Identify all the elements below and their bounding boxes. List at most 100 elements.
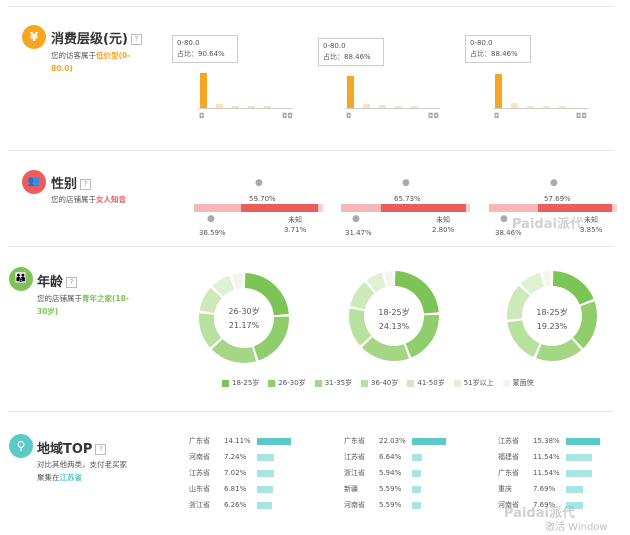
region-pct: 5.59% <box>379 485 402 493</box>
region-row: 山东省 6.81% <box>189 484 299 495</box>
region-bar <box>257 454 274 461</box>
section-divider <box>8 150 614 151</box>
region-pct: 6.81% <box>224 485 247 493</box>
family-icon: 👪 <box>9 267 33 291</box>
donut-segment[interactable] <box>211 338 257 363</box>
spending-range: 0-80.0 <box>177 39 200 47</box>
region-bar <box>257 502 272 509</box>
spending-bar <box>232 106 239 108</box>
spending-bar <box>264 106 271 108</box>
donut-segment[interactable] <box>520 272 545 295</box>
spending-bar <box>527 106 534 108</box>
donut-segment[interactable] <box>231 273 244 290</box>
female-bar <box>538 204 612 212</box>
female-pct: 59.70% <box>249 195 276 203</box>
donut-segment[interactable] <box>572 301 597 349</box>
donut-segment[interactable] <box>366 272 386 293</box>
donut-segment[interactable] <box>199 287 222 314</box>
region-bar <box>566 438 600 445</box>
region-bar <box>412 486 421 493</box>
donut-segment[interactable] <box>507 320 540 358</box>
legend-swatch <box>502 379 510 387</box>
male-pct: 36.59% <box>199 229 226 237</box>
help-icon[interactable]: ? <box>130 34 142 45</box>
region-bar <box>412 502 421 509</box>
age-donut-segments <box>199 273 289 363</box>
yen-icon: ¥ <box>22 25 46 49</box>
donut-segment[interactable] <box>349 308 372 346</box>
region-bar <box>257 470 274 477</box>
legend-label: 51岁以上 <box>463 379 494 387</box>
region-title: 地域TOP? <box>37 438 107 457</box>
legend-item[interactable]: 18-25岁 <box>222 378 259 388</box>
region-row: 广东省 11.54% <box>498 468 608 479</box>
legend-swatch <box>453 379 461 387</box>
region-name: 福建省 <box>498 453 519 461</box>
region-pct: 22.03% <box>379 437 406 445</box>
section-divider <box>8 246 614 247</box>
legend-label: 41-50岁 <box>417 379 445 387</box>
location-pin-icon: ⚲ <box>9 434 33 458</box>
unknown-pct: 3.71% <box>284 226 307 234</box>
help-icon[interactable]: ? <box>80 179 92 190</box>
legend-swatch <box>314 379 322 387</box>
age-donut-3-label: 18-25岁 19.23% <box>522 306 582 334</box>
donut-segment[interactable] <box>253 316 289 361</box>
donut-segment[interactable] <box>199 313 222 348</box>
help-icon[interactable]: ? <box>95 444 107 455</box>
donut-segment[interactable] <box>536 338 582 361</box>
region-pct: 11.54% <box>533 469 560 477</box>
spending-bar <box>216 104 223 108</box>
spending-bar <box>363 104 370 108</box>
legend-item[interactable]: 36-40岁 <box>361 378 398 388</box>
donut-segment[interactable] <box>507 285 530 320</box>
legend-item[interactable]: 51岁以上 <box>453 378 494 388</box>
donut-segment[interactable] <box>212 275 235 297</box>
donut-age-pct: 21.17% <box>228 321 260 330</box>
donut-segment[interactable] <box>244 273 289 316</box>
male-bar <box>341 204 381 212</box>
region-title-text: 地域TOP <box>37 442 93 457</box>
spending-bar <box>411 106 418 108</box>
legend-item[interactable]: 41-50岁 <box>407 378 445 388</box>
coin-stack-icon: ◘ <box>494 112 500 120</box>
region-bar <box>257 486 273 493</box>
gender-desc-prefix: 您的店铺属于 <box>51 195 96 204</box>
spending-bar <box>511 103 518 108</box>
region-desc-highlight: 江苏省 <box>59 473 83 482</box>
legend-item[interactable]: 蒙面侠 <box>502 378 534 388</box>
spending-title-text: 消费层级(元) <box>51 32 128 47</box>
gender-title-text: 性别 <box>51 177 78 192</box>
region-name: 河南省 <box>189 453 210 461</box>
unknown-label: 未知 <box>436 216 450 224</box>
top-divider <box>8 6 614 7</box>
region-row: 江苏省 7.02% <box>189 468 299 479</box>
unknown-label: 未知 <box>288 216 302 224</box>
region-name: 新疆 <box>344 485 358 493</box>
spending-bar <box>347 76 354 108</box>
region-pct: 5.59% <box>379 501 402 509</box>
unknown-bar <box>612 204 617 212</box>
legend-label: 31-35岁 <box>324 379 353 387</box>
male-pct: 38.46% <box>495 229 522 237</box>
age-desc-highlight: 青年之家(18-30岁) <box>37 294 129 316</box>
donut-segment[interactable] <box>552 271 594 305</box>
age-legend: 18-25岁 26-30岁 31-35岁 36-40岁 41-50岁 51岁以上… <box>222 378 534 388</box>
region-name: 浙江省 <box>189 501 210 509</box>
region-row: 河南省 5.59% <box>344 500 454 511</box>
legend-item[interactable]: 31-35岁 <box>314 378 353 388</box>
region-name: 重庆 <box>498 485 512 493</box>
donut-segment[interactable] <box>542 271 552 287</box>
legend-swatch <box>407 379 415 387</box>
age-donut-2-label: 18-25岁 24.13% <box>364 306 424 334</box>
region-row: 新疆 5.59% <box>344 484 454 495</box>
age-donut-1-label: 26-30岁 21.17% <box>214 305 274 333</box>
donut-segment[interactable] <box>405 314 439 358</box>
donut-segment[interactable] <box>384 271 394 287</box>
donut-segment[interactable] <box>350 281 375 310</box>
donut-segment[interactable] <box>394 271 439 314</box>
help-icon[interactable]: ? <box>66 277 78 288</box>
legend-item[interactable]: 26-30岁 <box>268 378 306 388</box>
gender-desc-highlight: 女人知音 <box>96 195 126 204</box>
donut-segment[interactable] <box>361 337 409 361</box>
